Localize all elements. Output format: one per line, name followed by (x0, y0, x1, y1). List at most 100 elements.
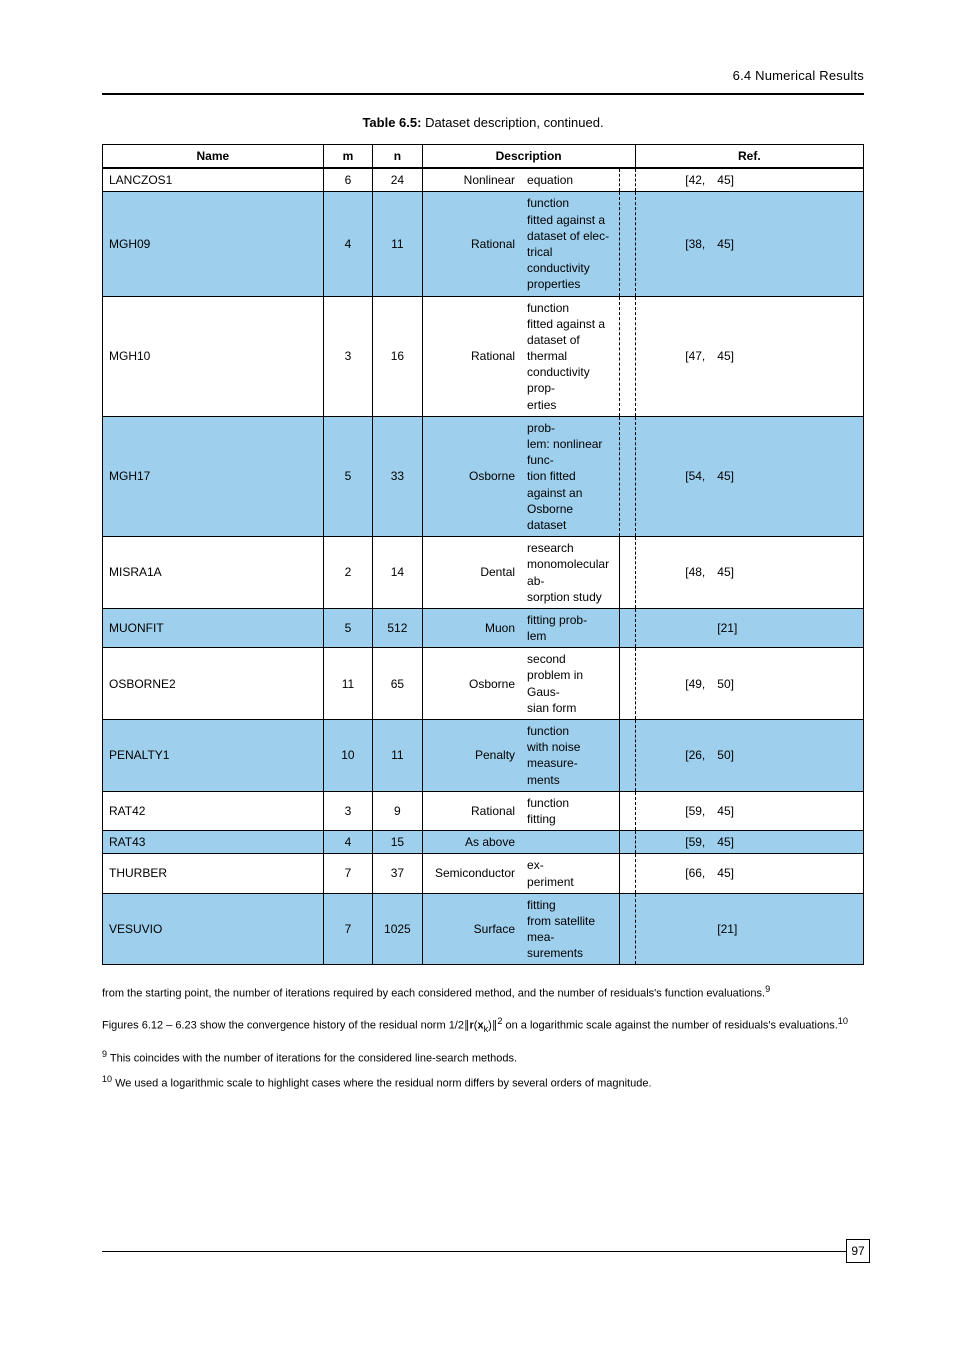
cell-ref-pad (787, 831, 863, 854)
caption-text: Dataset description, continued. (421, 115, 603, 130)
col-desc: Description (422, 145, 635, 169)
cell-name: LANCZOS1 (103, 168, 324, 192)
cell-m: 4 (323, 831, 372, 854)
cell-desc-left: Dental (422, 537, 521, 609)
cell-desc-right: function fitted against a dataset of ele… (521, 192, 620, 296)
cell-ref-left (635, 608, 711, 647)
cell-m: 4 (323, 192, 372, 296)
cell-ref-pad (787, 168, 863, 192)
page-footer: 97 (102, 1251, 864, 1252)
cell-desc-left: Osborne (422, 648, 521, 720)
cell-m: 3 (323, 296, 372, 416)
cell-ref-right: 45] (711, 416, 787, 536)
cell-n: 65 (373, 648, 422, 720)
cell-n: 37 (373, 854, 422, 893)
cell-desc-right: function fitted against a dataset of the… (521, 296, 620, 416)
cell-desc-right: ex- periment (521, 854, 620, 893)
table-row: OSBORNE21165Osbornesecond problem in Gau… (103, 648, 864, 720)
cell-desc-right: second problem in Gaus- sian form (521, 648, 620, 720)
cell-desc-right: function fitting (521, 791, 620, 830)
cell-desc-right: equation (521, 168, 620, 192)
cell-sep (620, 416, 635, 536)
cell-m: 10 (323, 720, 372, 792)
cell-n: 16 (373, 296, 422, 416)
cell-desc-left: Nonlinear (422, 168, 521, 192)
footnotes: from the starting point, the number of i… (102, 983, 864, 1092)
cell-ref-pad (787, 791, 863, 830)
cell-name: MGH17 (103, 416, 324, 536)
page-number: 97 (846, 1239, 870, 1263)
table-row: LANCZOS1624Nonlinearequation [42,45] (103, 168, 864, 192)
table-row: MGH17533Osborneprob- lem: nonlinear func… (103, 416, 864, 536)
cell-ref-left: [49, (635, 648, 711, 720)
cell-desc-left: Semiconductor (422, 854, 521, 893)
cell-sep (620, 648, 635, 720)
col-name: Name (103, 145, 324, 169)
footnote-9: 9 This coincides with the number of iter… (102, 1048, 864, 1067)
footnote-10: 10 We used a logarithmic scale to highli… (102, 1073, 864, 1092)
cell-desc-right (521, 831, 620, 854)
cell-desc-left: Osborne (422, 416, 521, 536)
cell-m: 7 (323, 854, 372, 893)
cell-name: MGH09 (103, 192, 324, 296)
footnote-para-1: from the starting point, the number of i… (102, 983, 864, 1002)
cell-sep (620, 537, 635, 609)
cell-name: MISRA1A (103, 537, 324, 609)
cell-n: 15 (373, 831, 422, 854)
table-row: PENALTY11011Penaltyfunction with noise m… (103, 720, 864, 792)
table-caption: Table 6.5: Dataset description, continue… (102, 115, 864, 130)
cell-sep (620, 608, 635, 647)
cell-ref-left: [47, (635, 296, 711, 416)
cell-n: 11 (373, 192, 422, 296)
table-row: MGH09411Rationalfunction fitted against … (103, 192, 864, 296)
col-ref: Ref. (635, 145, 863, 169)
cell-name: OSBORNE2 (103, 648, 324, 720)
cell-ref-pad (787, 893, 863, 965)
cell-sep (620, 854, 635, 893)
cell-ref-left: [66, (635, 854, 711, 893)
cell-ref-right: 45] (711, 537, 787, 609)
cell-n: 24 (373, 168, 422, 192)
cell-ref-right: [21] (711, 893, 787, 965)
cell-ref-pad (787, 648, 863, 720)
table-header-row: Name m n Description Ref. (103, 145, 864, 169)
cell-ref-pad (787, 608, 863, 647)
cell-m: 6 (323, 168, 372, 192)
cell-n: 512 (373, 608, 422, 647)
cell-n: 11 (373, 720, 422, 792)
cell-ref-right: 50] (711, 648, 787, 720)
footnote-para-2: Figures 6.12 – 6.23 show the convergence… (102, 1015, 864, 1037)
table-row: MISRA1A214Dentalresearch monomolecular a… (103, 537, 864, 609)
cell-ref-left: [42, (635, 168, 711, 192)
cell-sep (620, 791, 635, 830)
cell-ref-right: 45] (711, 831, 787, 854)
cell-ref-pad (787, 720, 863, 792)
cell-desc-left: Rational (422, 791, 521, 830)
table-row: RAT4239Rationalfunction fitting [59,45] (103, 791, 864, 830)
table-row: RAT43415As above [59,45] (103, 831, 864, 854)
cell-ref-pad (787, 854, 863, 893)
cell-desc-right: prob- lem: nonlinear func- tion fitted a… (521, 416, 620, 536)
footnote-text: We used a logarithmic scale to highlight… (115, 1078, 651, 1090)
cell-m: 5 (323, 608, 372, 647)
cell-ref-right: 45] (711, 168, 787, 192)
cell-ref-left: [38, (635, 192, 711, 296)
cell-sep (620, 192, 635, 296)
cell-m: 11 (323, 648, 372, 720)
footnote-number: 10 (102, 1074, 112, 1084)
col-n: n (373, 145, 422, 169)
footnote-text: This coincides with the number of iterat… (110, 1053, 517, 1065)
table-row: THURBER737Semiconductorex- periment [66,… (103, 854, 864, 893)
cell-sep (620, 168, 635, 192)
cell-name: MUONFIT (103, 608, 324, 647)
cell-ref-right: 45] (711, 192, 787, 296)
cell-ref-right: [21] (711, 608, 787, 647)
cell-name: THURBER (103, 854, 324, 893)
cell-name: VESUVIO (103, 893, 324, 965)
col-m: m (323, 145, 372, 169)
cell-sep (620, 893, 635, 965)
cell-n: 33 (373, 416, 422, 536)
footer-rule (102, 1251, 864, 1252)
cell-ref-left: [54, (635, 416, 711, 536)
cell-ref-left: [59, (635, 831, 711, 854)
